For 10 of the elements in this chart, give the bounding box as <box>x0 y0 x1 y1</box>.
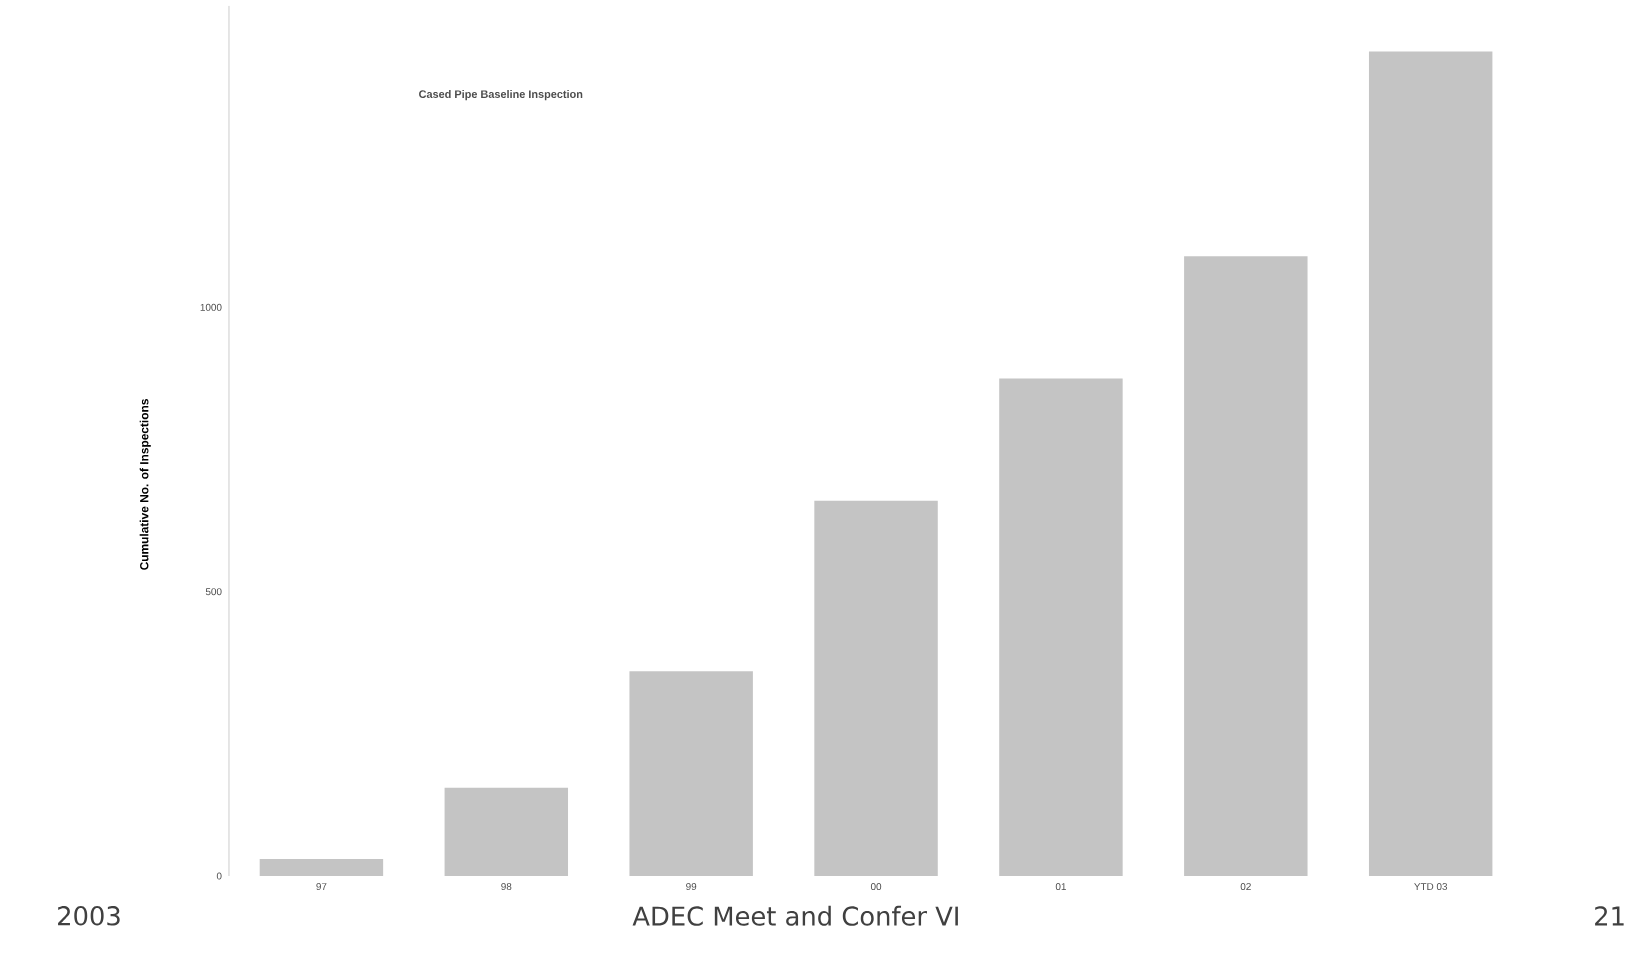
bar <box>629 671 753 877</box>
bar <box>1368 51 1493 877</box>
text: 21 <box>1595 906 1624 926</box>
bar <box>259 859 384 877</box>
text: 2003 <box>58 906 120 926</box>
bar <box>444 788 569 877</box>
bar <box>999 378 1123 877</box>
bar <box>1184 256 1308 877</box>
text: ADEC Meet and Confer VI <box>632 906 958 927</box>
bar <box>814 500 938 877</box>
